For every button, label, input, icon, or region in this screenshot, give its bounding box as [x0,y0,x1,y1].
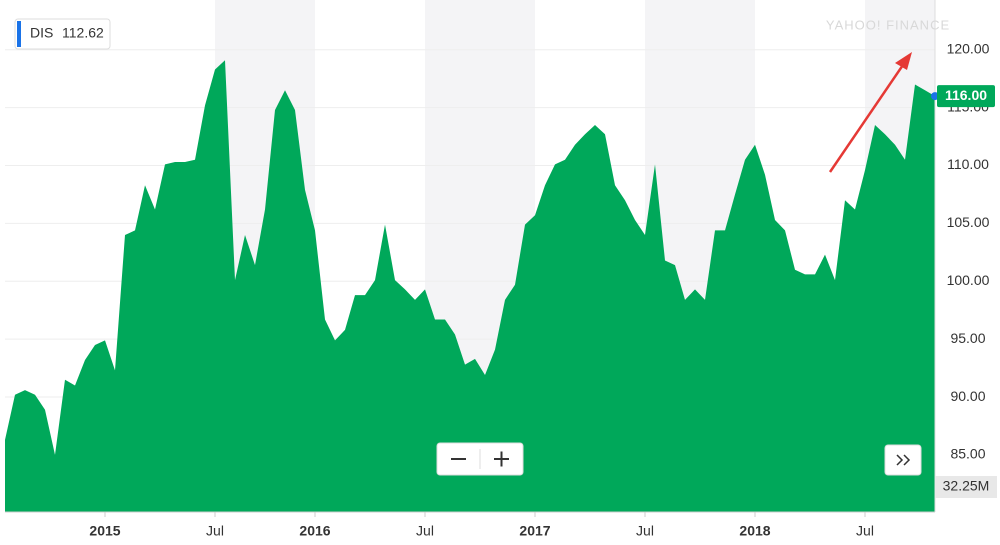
x-tick-label: Jul [416,523,434,539]
y-tick-label: 110.00 [947,156,989,172]
scroll-button[interactable] [884,444,922,476]
x-tick-label: 2016 [299,523,330,539]
y-tick-label: 100.00 [947,272,990,288]
price-area [5,60,935,513]
volume-label: 32.25M [943,478,990,494]
quote-marker [17,21,21,47]
quote-box [14,18,111,50]
y-tick-label: 120.00 [947,40,990,56]
zoom-in[interactable] [494,451,509,467]
x-tick-label: Jul [636,523,654,539]
x-tick-label: 2018 [739,523,770,539]
last-price-label: 116.00 [945,87,987,103]
watermark: YAHOO! FINANCE [826,17,950,32]
y-tick-label: 90.00 [950,388,985,404]
volume-badge [935,476,997,498]
x-tick-label: Jul [206,523,224,539]
annotation-arrow [828,52,912,173]
x-tick-label: Jul [856,523,874,539]
y-tick-label: 85.00 [950,446,985,462]
y-tick-label: 105.00 [947,214,990,230]
x-tick-label: 2015 [89,523,120,539]
zoom-controls[interactable] [436,442,524,476]
quote-value: 112.62 [62,25,104,41]
x-tick-label: 2017 [519,523,550,539]
last-price-badge [937,85,995,108]
y-tick-label: 95.00 [950,330,985,346]
plot [5,60,935,513]
symbol: DIS [30,25,53,41]
